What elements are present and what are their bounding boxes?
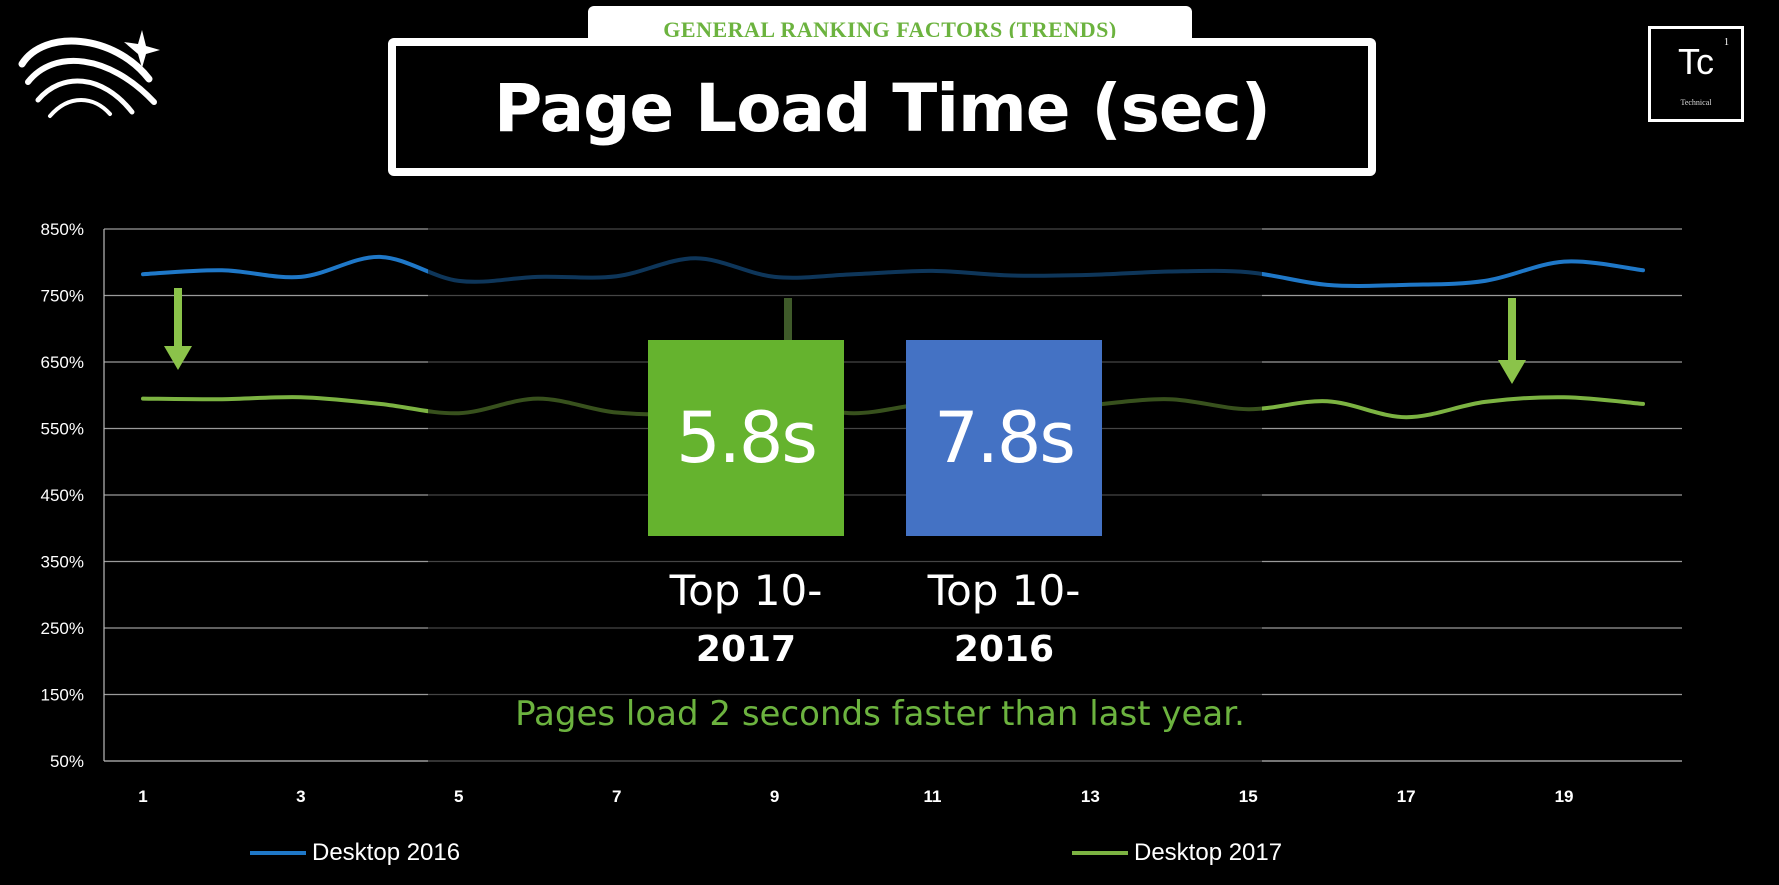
page-title: Page Load Time (sec): [494, 70, 1271, 147]
y-tick-label: 350%: [41, 553, 84, 572]
dim-overlay: [428, 222, 1262, 767]
down-arrow-icon: [1498, 298, 1526, 384]
summary-note: Pages load 2 seconds faster than last ye…: [515, 694, 1245, 734]
badge-number: 1: [1724, 37, 1729, 48]
legend-label: Desktop 2016: [312, 839, 461, 866]
legend-label: Desktop 2017: [1134, 839, 1283, 866]
legend-swatch: [250, 851, 306, 855]
x-tick-label: 11: [923, 787, 941, 806]
down-arrows: [164, 288, 1526, 384]
down-arrow-icon: [164, 288, 192, 370]
x-tick-label: 17: [1397, 787, 1416, 806]
x-tick-label: 9: [770, 787, 779, 806]
y-tick-label: 150%: [41, 686, 84, 705]
y-tick-label: 550%: [41, 420, 84, 439]
stat-caption-line1: Top 10-: [927, 566, 1081, 615]
x-tick-label: 7: [612, 787, 621, 806]
y-tick-label: 50%: [50, 752, 84, 771]
x-tick-label: 3: [296, 787, 305, 806]
x-tick-label: 15: [1239, 787, 1258, 806]
legend-item-desktop-2016: Desktop 2016: [250, 838, 460, 868]
x-tick-label: 19: [1555, 787, 1574, 806]
stat-box-2017: 5.8s: [648, 340, 844, 536]
periodic-element-badge: 1 Tc Technical: [1648, 26, 1744, 122]
badge-name: Technical: [1680, 98, 1712, 107]
y-tick-label: 750%: [41, 287, 84, 306]
stat-caption-line2: 2016: [953, 629, 1055, 670]
y-tick-label: 650%: [41, 353, 84, 372]
legend-item-desktop-2017: Desktop 2017: [1072, 838, 1282, 868]
x-tick-label: 5: [454, 787, 463, 806]
y-tick-label: 450%: [41, 486, 84, 505]
stat-caption-2016: Top 10- 2016: [874, 566, 1134, 670]
swoosh-logo-icon: [18, 30, 160, 118]
stat-caption-2017: Top 10- 2017: [616, 566, 876, 670]
y-tick-label: 250%: [41, 619, 84, 638]
y-axis: 850% 750% 650% 550% 450% 350% 250% 150% 50%: [41, 220, 105, 771]
x-tick-label: 1: [138, 787, 147, 806]
x-axis: 1 3 5 7 9 11 13 15 17 19: [138, 787, 1573, 806]
legend-swatch: [1072, 851, 1128, 855]
title-frame: Page Load Time (sec): [388, 38, 1376, 176]
stem-marker: [784, 298, 792, 343]
y-tick-label: 850%: [41, 220, 84, 239]
chart-series: [141, 222, 1645, 767]
x-tick-label: 13: [1081, 787, 1100, 806]
stat-caption-line2: 2017: [695, 629, 797, 670]
badge-symbol: Tc: [1678, 41, 1714, 82]
stat-caption-line1: Top 10-: [669, 566, 823, 615]
title-frame-inner: Page Load Time (sec): [396, 46, 1368, 168]
stat-box-2016: 7.8s: [906, 340, 1102, 536]
